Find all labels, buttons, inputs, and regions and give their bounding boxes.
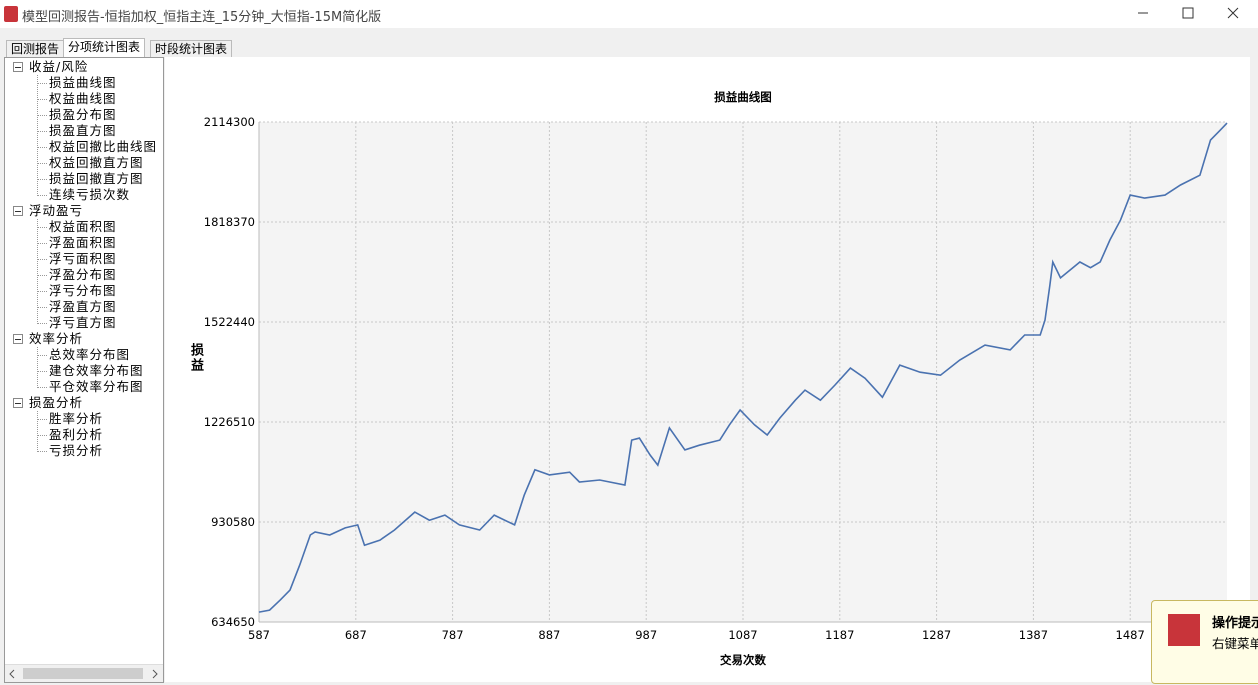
chart-area: 损益曲线图 634650 930580 1226510 1522440 1818370 21… — [165, 57, 1250, 682]
collapse-toggle[interactable] — [13, 62, 23, 72]
tree-item[interactable]: 浮亏面积图 — [49, 251, 117, 266]
x-tick-label: 587 — [248, 628, 270, 642]
popup-text: 右键菜单 — [1212, 636, 1258, 651]
tree-item[interactable]: 亏损分析 — [49, 443, 104, 458]
title-bar: 模型回测报告-恒指加权_恒指主连_15分钟_大恒指-15M简化版 — [0, 0, 1258, 28]
y-tick-label: 1522440 — [204, 315, 255, 329]
x-tick-label: 987 — [635, 628, 657, 642]
tree-connector — [37, 291, 47, 292]
window-controls[interactable] — [1130, 0, 1258, 28]
tree-connector — [37, 355, 47, 356]
tree-connector — [37, 75, 38, 196]
tree-connector — [37, 83, 47, 84]
scroll-arrows — [9, 669, 158, 679]
tree-connector — [37, 347, 38, 388]
tree-item[interactable]: 损盈分布图 — [49, 107, 117, 122]
x-tick-label: 1187 — [825, 628, 854, 642]
tree-connector — [37, 451, 47, 452]
collapse-toggle[interactable] — [13, 206, 23, 216]
maximize-button[interactable] — [1182, 7, 1194, 19]
popup-icon — [1168, 614, 1200, 646]
y-tick-label: 2114300 — [204, 115, 255, 129]
tree-item[interactable]: 损益曲线图 — [49, 75, 117, 90]
tree-connector — [37, 371, 47, 372]
y-axis-label: 损益 — [188, 343, 203, 373]
tree-connector — [37, 179, 47, 180]
tree-panel: 收益/风险 损益曲线图 权益曲线图 损盈分布图 损盈直方图 权益回撤比曲线图 权益回撤直方图… — [4, 57, 164, 683]
tree-connector — [37, 163, 47, 164]
tree-connector — [37, 323, 47, 324]
tree-item[interactable]: 损益回撤直方图 — [49, 171, 144, 186]
tree-connector — [37, 411, 38, 452]
tree-item[interactable]: 权益曲线图 — [49, 91, 117, 106]
tree-connector — [37, 131, 47, 132]
tree-connector — [37, 307, 47, 308]
x-tick-label: 1087 — [728, 628, 757, 642]
x-axis-label: 交易次数 — [720, 653, 766, 667]
x-tick-label: 687 — [345, 628, 367, 642]
popup-title: 操作提示 — [1212, 616, 1258, 631]
tree-item[interactable]: 连续亏损次数 — [49, 187, 131, 202]
tree-item[interactable]: 浮盈直方图 — [49, 299, 117, 314]
tree-item[interactable]: 平仓效率分布图 — [49, 379, 144, 394]
tree-group[interactable]: 浮动盈亏 — [29, 203, 84, 218]
tree-group[interactable]: 损盈分析 — [29, 395, 84, 410]
tab[interactable]: 回测报告 — [6, 40, 65, 57]
tree-item[interactable]: 权益回撤比曲线图 — [49, 139, 158, 154]
tree-connector — [37, 115, 47, 116]
tree-item[interactable]: 盈利分析 — [49, 427, 104, 442]
chart: 损益曲线图 634650 930580 1226510 1522440 1818370 21… — [204, 90, 1228, 667]
tab[interactable]: 分项统计图表 — [63, 38, 146, 58]
tree-item[interactable]: 损盈直方图 — [49, 123, 117, 138]
tree-connector — [37, 275, 47, 276]
y-tick-label: 930580 — [211, 515, 255, 529]
tree-connector — [37, 387, 47, 388]
collapse-toggle[interactable] — [13, 334, 23, 344]
tree-item[interactable]: 权益回撤直方图 — [49, 155, 144, 170]
x-tick-label: 887 — [538, 628, 560, 642]
tip-popup[interactable]: 操作提示 右键菜单 — [1151, 600, 1258, 684]
y-tick-label: 1818370 — [204, 215, 255, 229]
tree-connector — [37, 259, 47, 260]
tree-connector — [37, 243, 47, 244]
tree-connector — [37, 419, 47, 420]
tree-item[interactable]: 总效率分布图 — [49, 347, 131, 362]
tree-item[interactable]: 建仓效率分布图 — [49, 363, 144, 378]
panel-edge — [1250, 57, 1258, 602]
scroll-thumb[interactable] — [23, 668, 143, 679]
tree-connector — [37, 227, 47, 228]
app-icon — [4, 6, 18, 22]
tree-group[interactable]: 收益/风险 — [29, 59, 89, 74]
y-tick-label: 1226510 — [204, 415, 255, 429]
h-scrollbar[interactable] — [5, 664, 163, 682]
tree-item[interactable]: 浮亏直方图 — [49, 315, 117, 330]
tree-item[interactable]: 浮亏分布图 — [49, 283, 117, 298]
tree-item[interactable]: 胜率分析 — [49, 411, 104, 426]
window-title: 模型回测报告-恒指加权_恒指主连_15分钟_大恒指-15M简化版 — [22, 10, 382, 25]
tree-connector — [37, 435, 47, 436]
x-tick-label: 787 — [442, 628, 464, 642]
tree-connector — [37, 195, 47, 196]
tree-item[interactable]: 浮盈面积图 — [49, 235, 117, 250]
tree-item[interactable]: 浮盈分布图 — [49, 267, 117, 282]
tree-connector — [37, 99, 47, 100]
collapse-toggle[interactable] — [13, 398, 23, 408]
y-tick-label: 634650 — [211, 615, 255, 629]
x-tick-label: 1287 — [922, 628, 951, 642]
tree-group[interactable]: 效率分析 — [29, 331, 84, 346]
data-line — [258, 122, 1228, 613]
x-tick-label: 1487 — [1116, 628, 1145, 642]
chart-title: 损益曲线图 — [714, 90, 772, 104]
x-tick-label: 1387 — [1019, 628, 1048, 642]
tree-item[interactable]: 权益面积图 — [49, 219, 117, 234]
tree-connector — [37, 219, 38, 324]
close-button[interactable] — [1227, 7, 1239, 19]
tree-connector — [37, 147, 47, 148]
tab[interactable]: 时段统计图表 — [150, 40, 233, 57]
